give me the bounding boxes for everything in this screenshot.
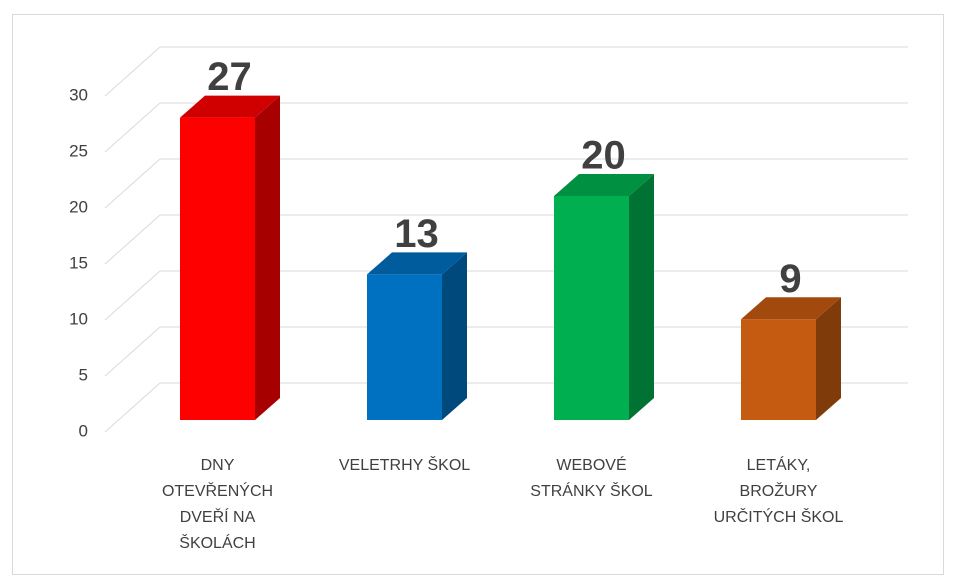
bar-top bbox=[367, 252, 467, 275]
x-tick-label: OTEVŘENÝCH bbox=[162, 481, 273, 500]
grid-line-side bbox=[104, 382, 161, 433]
y-tick-label: 25 bbox=[69, 141, 88, 160]
bar-side bbox=[816, 297, 841, 420]
grid-line-side bbox=[104, 270, 161, 321]
y-tick-label: 15 bbox=[69, 253, 88, 272]
bar bbox=[554, 196, 629, 420]
bar bbox=[367, 274, 442, 420]
x-tick-label: URČITÝCH ŠKOL bbox=[714, 507, 844, 526]
grid-line-side bbox=[104, 158, 161, 209]
x-tick-label: WEBOVÉ bbox=[556, 455, 626, 474]
bar bbox=[741, 319, 816, 420]
value-label: 20 bbox=[581, 134, 626, 178]
value-label: 9 bbox=[779, 257, 801, 301]
bar-top bbox=[180, 95, 280, 118]
x-tick-label: LETÁKY, bbox=[747, 455, 811, 474]
y-tick-label: 5 bbox=[79, 365, 88, 384]
bar bbox=[180, 117, 255, 420]
grid-line-side bbox=[104, 326, 161, 377]
bar-side bbox=[255, 95, 280, 420]
x-tick-label: BROŽURY bbox=[740, 481, 818, 500]
grid-line-side bbox=[104, 46, 161, 97]
grid-line-side bbox=[104, 214, 161, 265]
x-tick-label: VELETRHY ŠKOL bbox=[339, 455, 470, 474]
value-label: 13 bbox=[394, 212, 439, 256]
y-tick-label: 10 bbox=[69, 309, 88, 328]
bar-side bbox=[442, 252, 467, 420]
grid-line-side bbox=[104, 102, 161, 153]
value-label: 27 bbox=[207, 55, 252, 99]
x-tick-label: STRÁNKY ŠKOL bbox=[530, 481, 653, 500]
y-tick-label: 0 bbox=[79, 421, 88, 440]
y-tick-label: 20 bbox=[69, 197, 88, 216]
x-tick-label: ŠKOLÁCH bbox=[179, 533, 255, 552]
y-tick-label: 30 bbox=[69, 85, 88, 104]
bar-side bbox=[629, 174, 654, 420]
x-tick-label: DVEŘÍ NA bbox=[180, 507, 256, 526]
chart-border bbox=[12, 14, 944, 575]
x-tick-label: DNY bbox=[201, 457, 235, 474]
bar-top bbox=[554, 174, 654, 196]
bar-top bbox=[741, 297, 841, 320]
